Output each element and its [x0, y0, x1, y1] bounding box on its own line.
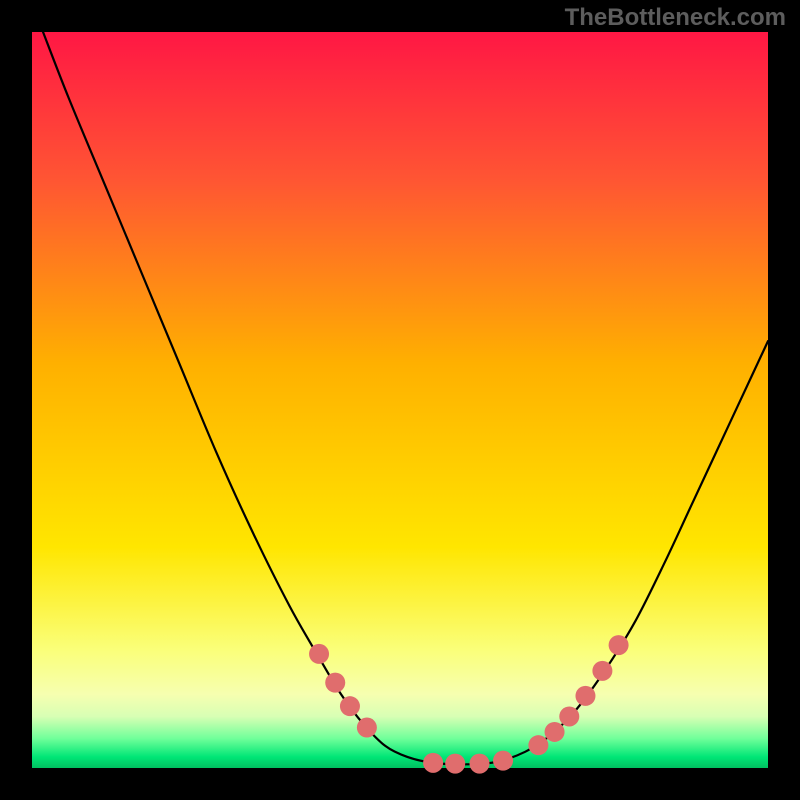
gradient-plot-area [32, 32, 768, 768]
marker-right-ascent [609, 635, 629, 655]
marker-valley-floor [469, 754, 489, 774]
marker-valley-floor [423, 753, 443, 773]
marker-left-descent [325, 673, 345, 693]
chart-stage: TheBottleneck.com [0, 0, 800, 800]
marker-right-ascent [528, 735, 548, 755]
marker-valley-floor [445, 754, 465, 774]
marker-right-ascent [592, 661, 612, 681]
marker-left-descent [357, 718, 377, 738]
marker-right-ascent [545, 722, 565, 742]
marker-valley-floor [493, 751, 513, 771]
marker-left-descent [309, 644, 329, 664]
bottleneck-chart [0, 0, 800, 800]
marker-left-descent [340, 696, 360, 716]
marker-right-ascent [575, 686, 595, 706]
marker-right-ascent [559, 706, 579, 726]
